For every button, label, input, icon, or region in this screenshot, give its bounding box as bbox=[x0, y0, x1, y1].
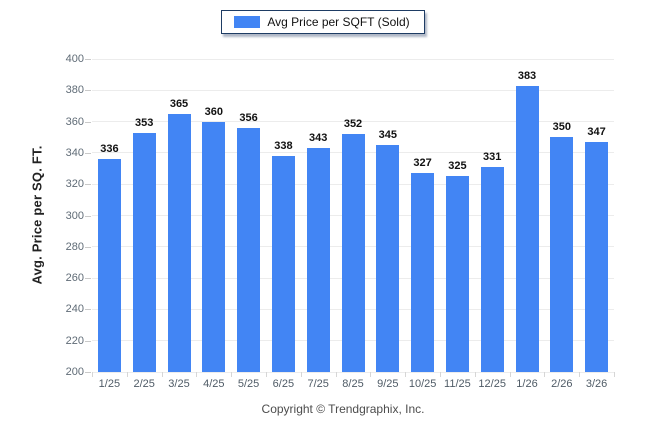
x-tick-label: 10/25 bbox=[408, 378, 437, 390]
x-tick-label: 11/25 bbox=[444, 378, 471, 390]
y-tick-mark bbox=[85, 184, 91, 186]
y-tick-mark bbox=[85, 309, 91, 311]
x-tick-mark bbox=[509, 372, 511, 377]
x-tick-mark bbox=[405, 372, 407, 377]
bar-value-label: 383 bbox=[517, 69, 537, 82]
x-tick-mark bbox=[579, 372, 581, 377]
y-tick-label: 280 bbox=[65, 240, 84, 253]
x-tick-label: 1/25 bbox=[98, 378, 121, 390]
y-tick-mark bbox=[85, 59, 91, 60]
bar-3/26 bbox=[585, 141, 609, 372]
bar-value-label: 350 bbox=[552, 121, 571, 134]
x-tick-mark bbox=[196, 372, 198, 377]
bar-1/25 bbox=[97, 159, 121, 372]
bar-5/25 bbox=[237, 127, 261, 372]
bar-2/26 bbox=[550, 137, 574, 372]
y-tick-mark bbox=[85, 340, 91, 342]
y-tick-mark bbox=[85, 246, 91, 248]
x-tick-label: 4/25 bbox=[203, 378, 225, 390]
bar-7/25 bbox=[306, 148, 330, 372]
x-tick-label: 3/25 bbox=[168, 378, 190, 390]
y-tick-mark bbox=[85, 278, 91, 280]
y-tick-mark bbox=[85, 215, 91, 217]
bar-value-label: 356 bbox=[239, 111, 258, 124]
legend-row: Avg Price per SQFT (Sold) bbox=[0, 10, 646, 34]
y-tick-mark bbox=[85, 121, 91, 123]
bar-value-label: 365 bbox=[169, 97, 189, 110]
y-tick-label: 200 bbox=[65, 366, 84, 378]
gridline bbox=[92, 89, 614, 91]
x-tick-label: 5/25 bbox=[237, 378, 260, 390]
x-tick-mark bbox=[335, 372, 337, 377]
bar-value-label: 353 bbox=[135, 116, 154, 129]
bar-value-label: 331 bbox=[483, 150, 502, 163]
bar-value-label: 336 bbox=[100, 143, 119, 156]
y-tick-label: 320 bbox=[65, 178, 84, 191]
bar-value-label: 347 bbox=[587, 125, 606, 138]
bar-3/25 bbox=[167, 113, 191, 372]
y-tick-mark bbox=[85, 372, 91, 373]
x-tick-label: 6/25 bbox=[272, 378, 295, 390]
legend-swatch bbox=[234, 16, 261, 28]
x-tick-label: 2/26 bbox=[551, 378, 573, 390]
plot-area: 336 353 365 360 356 338 343 352 345 327 325 331 383 3… bbox=[92, 58, 614, 373]
copyright-text: Copyright © Trendgraphix, Inc. bbox=[261, 402, 425, 416]
legend-label: Avg Price per SQFT (Sold) bbox=[267, 15, 410, 29]
x-tick-mark bbox=[126, 372, 128, 377]
x-tick-mark bbox=[92, 372, 93, 377]
y-tick-label: 220 bbox=[65, 334, 84, 347]
bar-8/25 bbox=[341, 134, 365, 372]
bar-9/25 bbox=[376, 145, 400, 372]
gridline bbox=[92, 121, 614, 123]
y-tick-label: 400 bbox=[65, 53, 84, 65]
y-tick-label: 300 bbox=[65, 209, 84, 222]
x-tick-mark bbox=[231, 372, 233, 377]
y-tick-mark bbox=[85, 152, 91, 154]
bar-1/26 bbox=[515, 85, 539, 372]
bar-value-label: 327 bbox=[413, 157, 432, 170]
y-tick-label: 260 bbox=[65, 272, 84, 285]
x-tick-mark bbox=[266, 372, 267, 377]
y-tick-label: 340 bbox=[65, 146, 84, 159]
bar-value-label: 352 bbox=[343, 118, 363, 131]
x-tick-label: 7/25 bbox=[307, 378, 329, 390]
bar-4/25 bbox=[202, 121, 226, 372]
y-tick-mark bbox=[85, 90, 91, 92]
x-tick-mark bbox=[440, 372, 441, 377]
bar-12/25 bbox=[480, 166, 504, 372]
y-tick-label: 360 bbox=[65, 115, 84, 128]
x-tick-label: 9/25 bbox=[377, 378, 399, 390]
bar-value-label: 343 bbox=[309, 132, 328, 145]
y-tick-label: 380 bbox=[65, 84, 84, 97]
bar-6/25 bbox=[271, 156, 295, 372]
bar-value-label: 345 bbox=[378, 129, 397, 142]
x-tick-label: 3/26 bbox=[585, 378, 608, 390]
x-tick-label: 8/25 bbox=[342, 378, 364, 390]
bar-value-label: 360 bbox=[204, 105, 223, 118]
gridline bbox=[92, 58, 614, 60]
x-tick-mark bbox=[161, 372, 163, 377]
bar-value-label: 325 bbox=[448, 160, 467, 173]
x-tick-mark bbox=[370, 372, 372, 377]
x-tick-mark bbox=[544, 372, 546, 377]
x-tick-mark bbox=[614, 372, 615, 377]
x-tick-label: 1/26 bbox=[516, 378, 538, 390]
x-tick-mark bbox=[474, 372, 476, 377]
bar-value-label: 338 bbox=[274, 140, 293, 153]
gridline bbox=[92, 371, 614, 373]
x-tick-mark bbox=[300, 372, 302, 377]
x-tick-label: 2/25 bbox=[133, 378, 155, 390]
y-tick-label: 240 bbox=[65, 303, 84, 316]
bar-11/25 bbox=[445, 176, 469, 372]
x-tick-label: 12/25 bbox=[478, 378, 506, 390]
bar-10/25 bbox=[411, 173, 435, 372]
bar-2/25 bbox=[132, 132, 156, 372]
legend: Avg Price per SQFT (Sold) bbox=[221, 10, 425, 34]
